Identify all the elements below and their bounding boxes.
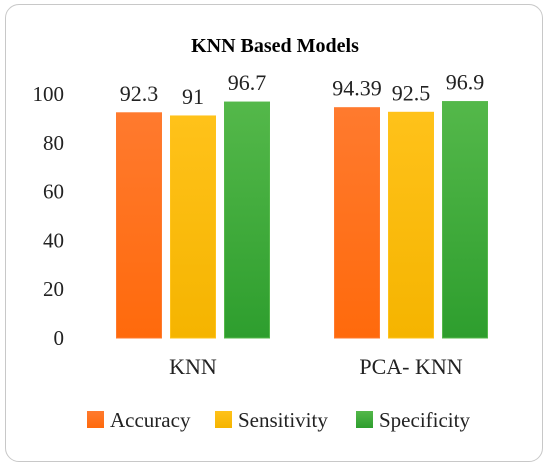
legend-swatch xyxy=(87,411,104,428)
legend-item-specificity: Specificity xyxy=(356,408,470,432)
legend-label: Sensitivity xyxy=(238,408,328,432)
bars xyxy=(116,101,488,339)
data-label: 91 xyxy=(182,84,204,109)
bar-accuracy-1 xyxy=(116,112,162,339)
x-category-label: KNN xyxy=(169,354,217,379)
legend-swatch xyxy=(356,411,373,428)
bar-sensitivity-2 xyxy=(388,111,434,339)
bar-accuracy-2 xyxy=(334,107,380,339)
x-category-label: PCA- KNN xyxy=(359,354,462,379)
data-label: 92.3 xyxy=(120,81,159,106)
x-axis-categories: KNN PCA- KNN xyxy=(169,354,463,379)
data-label: 92.5 xyxy=(392,80,431,105)
chart-title: KNN Based Models xyxy=(191,35,359,57)
data-labels: 92.3 91 96.7 94.39 92.5 96.9 xyxy=(120,70,485,109)
legend-label: Specificity xyxy=(379,408,470,432)
bar-sensitivity-1 xyxy=(170,115,216,339)
legend: Accuracy Sensitivity Specificity xyxy=(87,408,470,432)
data-label: 96.7 xyxy=(228,70,267,95)
y-tick-label: 0 xyxy=(54,326,65,350)
legend-item-accuracy: Accuracy xyxy=(87,408,191,432)
legend-item-sensitivity: Sensitivity xyxy=(215,408,328,432)
y-tick-label: 100 xyxy=(33,82,65,106)
bar-specificity-1 xyxy=(224,101,270,339)
data-label: 94.39 xyxy=(332,76,382,101)
legend-label: Accuracy xyxy=(110,408,191,432)
y-tick-label: 80 xyxy=(43,131,64,155)
legend-swatch xyxy=(215,411,232,428)
data-label: 96.9 xyxy=(446,70,485,95)
y-tick-label: 40 xyxy=(43,228,64,252)
y-tick-label: 60 xyxy=(43,180,64,204)
bar-specificity-2 xyxy=(442,101,488,339)
y-axis: 0 20 40 60 80 100 xyxy=(33,82,65,350)
y-tick-label: 20 xyxy=(43,277,64,301)
